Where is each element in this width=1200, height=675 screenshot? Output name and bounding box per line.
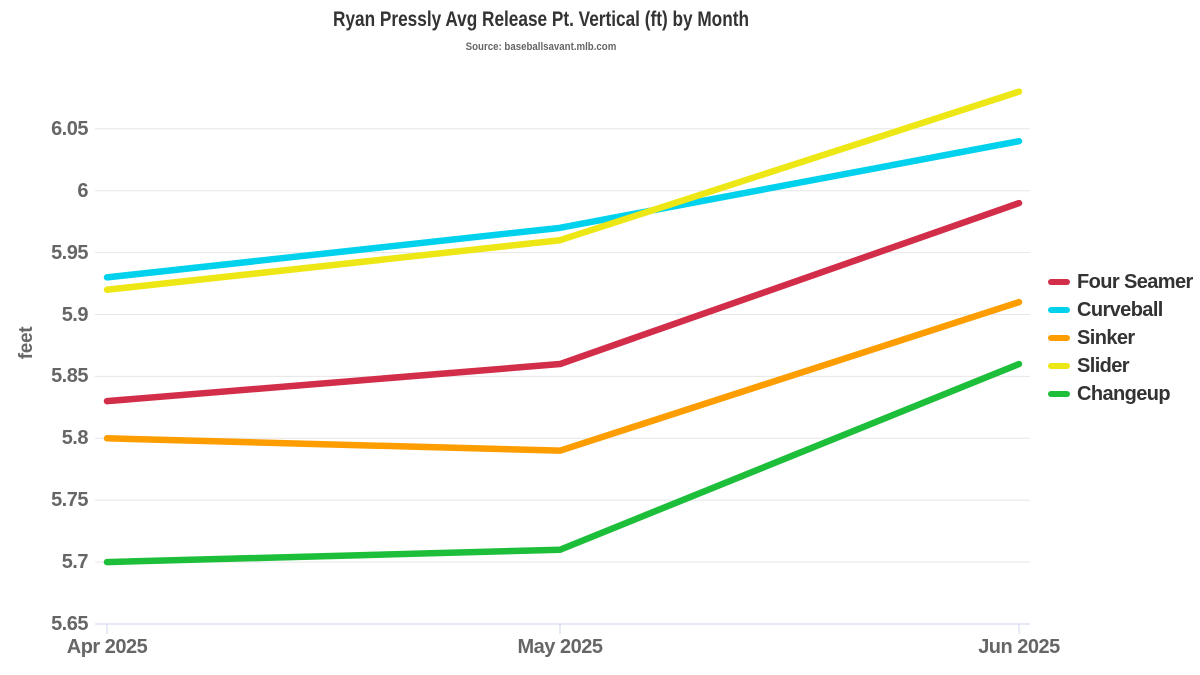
- x-tick-label: Jun 2025: [978, 636, 1060, 658]
- legend-label: Four Seamer: [1077, 270, 1193, 293]
- y-tick-label: 5.7: [61, 551, 89, 574]
- legend-label: Changeup: [1077, 382, 1171, 405]
- x-tick-label: Apr 2025: [66, 636, 148, 658]
- x-tick-label: May 2025: [517, 636, 603, 658]
- y-tick-label: 5.85: [51, 365, 88, 388]
- series-line-slider[interactable]: [103, 88, 1023, 293]
- chart-subtitle: Source: baseballsavant.mlb.com: [465, 41, 617, 53]
- legend-item-sinker[interactable]: Sinker: [1048, 324, 1193, 352]
- y-tick-label: 5.9: [61, 303, 89, 326]
- y-tick-label: 6: [77, 179, 88, 202]
- series-line-curveball[interactable]: [103, 137, 1023, 281]
- y-tick-label: 6.05: [51, 117, 88, 140]
- legend-label: Sinker: [1077, 326, 1135, 349]
- y-tick-label: 5.75: [51, 489, 88, 512]
- legend-swatch-icon: [1048, 335, 1070, 341]
- y-tick-label: 5.65: [51, 613, 88, 635]
- series-line-sinker[interactable]: [103, 298, 1023, 454]
- series-line-changeup[interactable]: [103, 360, 1023, 566]
- legend-item-four-seamer[interactable]: Four Seamer: [1048, 268, 1193, 296]
- y-tick-label: 5.8: [61, 427, 89, 450]
- legend: Four Seamer Curveball Sinker Slider Changeup: [1048, 268, 1193, 408]
- legend-item-slider[interactable]: Slider: [1048, 352, 1193, 380]
- legend-item-changeup[interactable]: Changeup: [1048, 380, 1193, 408]
- y-tick-label: 5.95: [51, 241, 88, 264]
- legend-swatch-icon: [1048, 391, 1070, 397]
- legend-label: Slider: [1077, 354, 1130, 377]
- legend-swatch-icon: [1048, 307, 1070, 313]
- legend-swatch-icon: [1048, 363, 1070, 369]
- legend-label: Curveball: [1077, 298, 1163, 321]
- series-line-four-seamer[interactable]: [103, 199, 1023, 405]
- legend-item-curveball[interactable]: Curveball: [1048, 296, 1193, 324]
- legend-swatch-icon: [1048, 279, 1070, 285]
- chart-title: Ryan Pressly Avg Release Pt. Vertical (f…: [333, 8, 749, 31]
